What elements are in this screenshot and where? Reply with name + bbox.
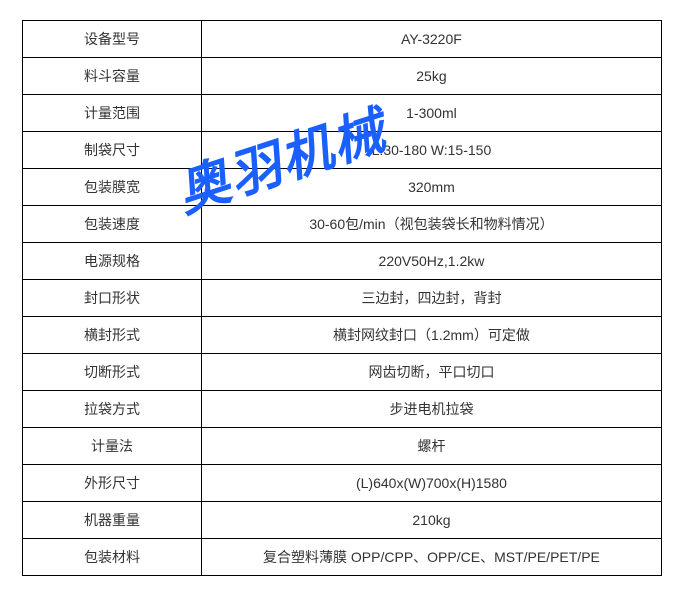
- spec-label: 电源规格: [23, 243, 202, 280]
- table-row: 机器重量 210kg: [23, 502, 662, 539]
- spec-table-body: 设备型号 AY-3220F 料斗容量 25kg 计量范围 1-300ml 制袋尺…: [23, 21, 662, 576]
- spec-value: (L)640x(W)700x(H)1580: [201, 465, 661, 502]
- spec-label: 包装速度: [23, 206, 202, 243]
- table-row: 设备型号 AY-3220F: [23, 21, 662, 58]
- spec-value: 320mm: [201, 169, 661, 206]
- spec-value: AY-3220F: [201, 21, 661, 58]
- spec-value: 步进电机拉袋: [201, 391, 661, 428]
- table-row: 包装材料 复合塑料薄膜 OPP/CPP、OPP/CE、MST/PE/PET/PE: [23, 539, 662, 576]
- spec-value: 复合塑料薄膜 OPP/CPP、OPP/CE、MST/PE/PET/PE: [201, 539, 661, 576]
- spec-label: 制袋尺寸: [23, 132, 202, 169]
- spec-value: 30-60包/min（视包装袋长和物料情况）: [201, 206, 661, 243]
- table-row: 切断形式 网齿切断，平口切口: [23, 354, 662, 391]
- table-row: 电源规格 220V50Hz,1.2kw: [23, 243, 662, 280]
- spec-label: 计量范围: [23, 95, 202, 132]
- spec-label: 切断形式: [23, 354, 202, 391]
- table-row: 制袋尺寸 L:30-180 W:15-150: [23, 132, 662, 169]
- spec-label: 机器重量: [23, 502, 202, 539]
- table-row: 料斗容量 25kg: [23, 58, 662, 95]
- spec-value: L:30-180 W:15-150: [201, 132, 661, 169]
- spec-value: 三边封，四边封，背封: [201, 280, 661, 317]
- table-row: 包装速度 30-60包/min（视包装袋长和物料情况）: [23, 206, 662, 243]
- spec-value: 网齿切断，平口切口: [201, 354, 661, 391]
- table-row: 封口形状 三边封，四边封，背封: [23, 280, 662, 317]
- spec-label: 料斗容量: [23, 58, 202, 95]
- spec-label: 包装膜宽: [23, 169, 202, 206]
- table-row: 外形尺寸 (L)640x(W)700x(H)1580: [23, 465, 662, 502]
- table-row: 包装膜宽 320mm: [23, 169, 662, 206]
- spec-label: 拉袋方式: [23, 391, 202, 428]
- table-row: 计量法 螺杆: [23, 428, 662, 465]
- spec-value: 横封网纹封口（1.2mm）可定做: [201, 317, 661, 354]
- spec-label: 封口形状: [23, 280, 202, 317]
- spec-value: 25kg: [201, 58, 661, 95]
- spec-label: 包装材料: [23, 539, 202, 576]
- spec-label: 外形尺寸: [23, 465, 202, 502]
- spec-value: 210kg: [201, 502, 661, 539]
- spec-label: 设备型号: [23, 21, 202, 58]
- spec-value: 1-300ml: [201, 95, 661, 132]
- spec-table-container: 奥羽机械 设备型号 AY-3220F 料斗容量 25kg 计量范围 1-300m…: [22, 20, 662, 576]
- spec-table: 设备型号 AY-3220F 料斗容量 25kg 计量范围 1-300ml 制袋尺…: [22, 20, 662, 576]
- spec-label: 横封形式: [23, 317, 202, 354]
- spec-value: 220V50Hz,1.2kw: [201, 243, 661, 280]
- table-row: 横封形式 横封网纹封口（1.2mm）可定做: [23, 317, 662, 354]
- spec-value: 螺杆: [201, 428, 661, 465]
- table-row: 拉袋方式 步进电机拉袋: [23, 391, 662, 428]
- table-row: 计量范围 1-300ml: [23, 95, 662, 132]
- spec-label: 计量法: [23, 428, 202, 465]
